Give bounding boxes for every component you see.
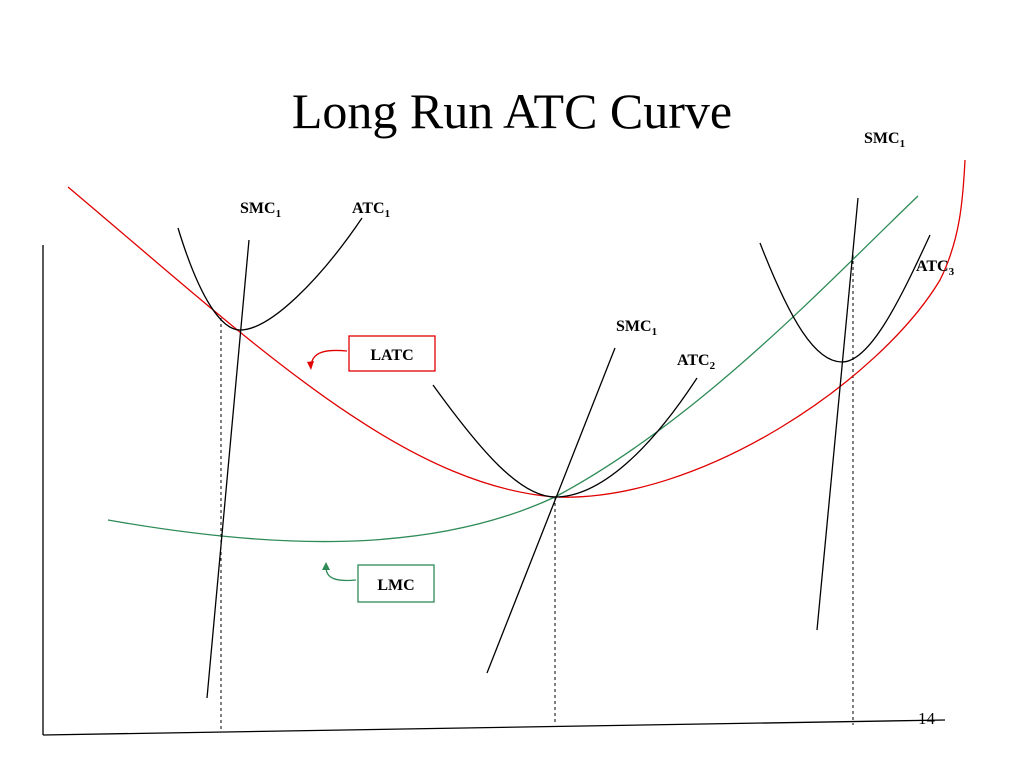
latc-arrowhead — [307, 361, 314, 370]
curve-label: SMC1 — [864, 130, 905, 150]
smc1-curve — [206, 239, 250, 699]
label-sub: 1 — [385, 208, 391, 220]
label-text: SMC — [864, 130, 900, 147]
label-text: ATC — [677, 352, 710, 369]
label-sub: 3 — [949, 266, 955, 278]
x-axis — [42, 719, 946, 736]
label-sub: 1 — [900, 138, 906, 150]
atc1-curve — [177, 217, 363, 331]
latc-box — [348, 335, 436, 372]
latc-curve — [67, 159, 966, 498]
slide-number: 14 — [918, 709, 936, 728]
atc2-curve — [432, 377, 698, 498]
smc3-curve — [816, 197, 859, 631]
lmc-label: LMC — [377, 577, 414, 594]
label-sub: 2 — [710, 360, 716, 372]
curve-label: SMC1 — [616, 318, 657, 338]
label-text: ATC — [352, 200, 385, 217]
smc2-curve — [486, 347, 616, 674]
lmc-arrowhead — [322, 562, 330, 570]
label-text: SMC — [240, 200, 276, 217]
curve-label: ATC2 — [677, 352, 716, 372]
latc-label: LATC — [370, 347, 413, 364]
title: Long Run ATC Curve — [292, 83, 732, 139]
curve-label: ATC1 — [352, 200, 390, 220]
label-text: ATC — [916, 258, 949, 275]
curve-label: ATC3 — [916, 258, 955, 278]
label-sub: 1 — [652, 326, 658, 338]
lmc-box — [357, 564, 435, 603]
label-sub: 1 — [276, 208, 282, 220]
curve-label: SMC1 — [240, 200, 281, 220]
label-text: SMC — [616, 318, 652, 335]
